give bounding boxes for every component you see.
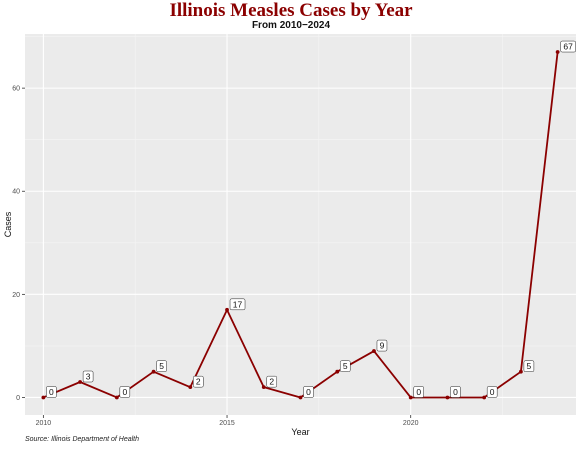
y-tick-label: 60 xyxy=(12,86,20,93)
data-label: 9 xyxy=(376,339,388,352)
x-tick-label: 2010 xyxy=(36,420,52,427)
data-label: 2 xyxy=(266,375,278,388)
y-tick-label: 20 xyxy=(12,292,20,299)
data-label: 5 xyxy=(339,360,351,372)
data-label: 5 xyxy=(523,360,535,372)
data-point xyxy=(555,50,560,54)
data-label: 0 xyxy=(450,386,461,398)
data-label: 0 xyxy=(46,386,57,398)
data-point xyxy=(298,395,303,400)
data-labels: 0 3 0 5 2 17 2 0 5 9 0 0 0 5 67 xyxy=(46,40,576,398)
svg-text:5: 5 xyxy=(527,361,532,371)
data-label: 17 xyxy=(229,298,246,311)
data-point xyxy=(151,369,156,374)
chart-subtitle: From 2010−2024 xyxy=(251,20,331,31)
data-point xyxy=(188,385,193,390)
data-point xyxy=(261,385,266,390)
svg-text:0: 0 xyxy=(306,387,311,397)
data-label: 67 xyxy=(560,40,576,53)
data-label: 2 xyxy=(193,375,204,388)
svg-text:2: 2 xyxy=(196,377,201,387)
data-label: 0 xyxy=(119,386,131,398)
svg-text:2: 2 xyxy=(269,377,274,387)
svg-text:0: 0 xyxy=(416,387,421,397)
data-label: 5 xyxy=(156,360,167,372)
minor-gridlines xyxy=(25,34,576,415)
data-point xyxy=(482,395,487,400)
svg-text:0: 0 xyxy=(453,387,458,397)
svg-text:67: 67 xyxy=(563,42,573,52)
data-points xyxy=(41,50,560,400)
svg-text:0: 0 xyxy=(490,387,495,397)
y-tick-label: 0 xyxy=(16,395,20,402)
data-label: 0 xyxy=(303,386,314,398)
data-point xyxy=(335,369,340,374)
data-point xyxy=(41,395,46,400)
svg-text:5: 5 xyxy=(343,361,348,371)
x-axis-title: Year xyxy=(291,427,309,437)
chart-title: Illinois Measles Cases by Year xyxy=(169,0,413,21)
y-tick-label: 40 xyxy=(12,189,20,196)
data-point xyxy=(114,395,119,400)
source-caption: Source: Illinois Department of Health xyxy=(25,436,139,443)
data-point xyxy=(225,307,229,312)
y-axis-ticks: 0 20 40 60 xyxy=(12,86,25,402)
data-point xyxy=(445,395,450,400)
svg-text:5: 5 xyxy=(159,361,164,371)
plot-panel xyxy=(25,34,576,415)
x-tick-label: 2020 xyxy=(403,420,419,427)
svg-text:17: 17 xyxy=(233,299,243,309)
svg-text:0: 0 xyxy=(122,387,127,397)
x-tick-label: 2015 xyxy=(219,420,235,427)
data-point xyxy=(408,395,413,400)
svg-text:9: 9 xyxy=(380,341,385,351)
data-label: 3 xyxy=(82,370,94,383)
data-point xyxy=(78,380,82,384)
svg-text:3: 3 xyxy=(86,372,91,382)
x-axis-ticks: 2010 2015 2020 xyxy=(36,415,419,427)
data-point xyxy=(519,369,523,374)
data-point xyxy=(372,349,376,353)
data-label: 0 xyxy=(486,386,498,398)
data-label: 0 xyxy=(413,386,424,398)
y-axis-title: Cases xyxy=(3,211,13,237)
svg-text:0: 0 xyxy=(49,387,54,397)
